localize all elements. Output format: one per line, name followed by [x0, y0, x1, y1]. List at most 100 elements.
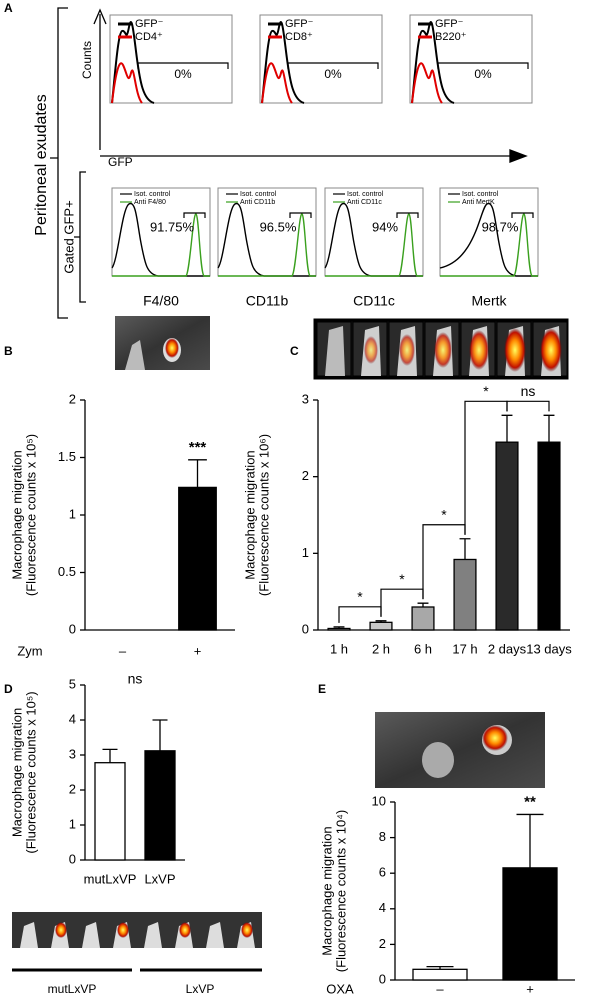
- signal: [504, 328, 526, 372]
- x-tick-label: 6 h: [414, 641, 432, 656]
- gate-label: 98.7%: [482, 219, 519, 234]
- legend-label: B220⁺: [435, 31, 467, 43]
- comparison-bracket: [506, 400, 550, 412]
- legend-label: CD4⁺: [135, 31, 163, 43]
- legend-label: Anti MertK: [462, 199, 495, 206]
- y-axis-label: (Fluorescence counts x 10⁴): [333, 810, 348, 972]
- significance-label: *: [399, 571, 405, 587]
- bar: [502, 867, 558, 981]
- gate: [511, 212, 534, 218]
- gate-label: 0%: [174, 67, 192, 81]
- axis-label: Counts: [80, 41, 94, 79]
- y-tick-label: 10: [372, 793, 386, 808]
- y-tick-label: 3: [302, 391, 309, 406]
- gate-label: 0%: [474, 67, 492, 81]
- gate: [287, 62, 379, 69]
- bar: [327, 627, 351, 631]
- y-tick-label: 0: [69, 621, 76, 636]
- error-bar: [375, 620, 387, 623]
- histogram-curve: [218, 213, 316, 277]
- paw: [206, 922, 224, 948]
- y-tick-label: 0: [302, 621, 309, 636]
- gate: [396, 212, 419, 218]
- mouse-image: [115, 316, 210, 370]
- y-tick-label: 2: [69, 781, 76, 796]
- signal: [540, 328, 562, 372]
- signal: [399, 334, 415, 366]
- histogram-frame: [109, 14, 233, 104]
- bar: [178, 486, 217, 631]
- paw: [144, 922, 162, 948]
- legend-label: Isot. control: [134, 191, 171, 198]
- histogram-curve: [111, 202, 210, 277]
- bar: [144, 750, 176, 861]
- x-tick-label: +: [194, 643, 202, 658]
- signal: [434, 332, 452, 368]
- histogram-curve: [439, 202, 538, 277]
- x-tick-label: 1 h: [330, 641, 348, 656]
- group-label: mutLxVP: [48, 982, 97, 996]
- bar: [369, 621, 393, 631]
- marker-label: Mertk: [472, 293, 508, 309]
- arrow-head: [509, 149, 528, 163]
- x-tick-label: +: [526, 981, 534, 996]
- marker-label: CD11b: [246, 293, 289, 309]
- error-bar: [152, 719, 168, 751]
- bar: [453, 558, 477, 631]
- y-axis-label: Macrophage migration: [242, 450, 257, 579]
- y-tick-label: 4: [69, 711, 76, 726]
- significance-label: **: [524, 793, 536, 810]
- legend-label: Isot. control: [240, 191, 277, 198]
- legend-label: Anti CD11b: [240, 199, 275, 206]
- legend-label: GFP⁻: [135, 18, 164, 30]
- y-tick-label: 5: [69, 676, 76, 691]
- error-bar: [417, 602, 429, 607]
- mouse-image: [375, 712, 545, 788]
- histogram-curve: [217, 202, 316, 277]
- paw: [82, 922, 100, 948]
- histogram-curve: [261, 21, 305, 104]
- x-tick-label: mutLxVP: [84, 871, 137, 886]
- counts-arrow: [93, 8, 107, 150]
- legend-label: Anti CD11c: [347, 199, 382, 206]
- panel-label: A: [4, 1, 13, 15]
- histogram-frame: [259, 14, 383, 104]
- error-bar: [426, 966, 454, 970]
- x-axis-label: Zym: [17, 643, 42, 658]
- panel-label: D: [4, 682, 13, 696]
- gate-label: 0%: [324, 67, 342, 81]
- signal: [179, 922, 191, 938]
- error-bar: [459, 538, 471, 560]
- gate-label: 94%: [372, 219, 398, 234]
- bar: [537, 441, 561, 631]
- gate: [289, 212, 312, 218]
- error-bar: [516, 813, 544, 868]
- gate-label: 96.5%: [260, 219, 297, 234]
- legend-label: CD8⁺: [285, 31, 313, 43]
- strip-frame: [12, 912, 262, 948]
- x-tick-label: 17 h: [452, 641, 477, 656]
- marker-label: CD11c: [353, 293, 395, 309]
- y-axis-label: Macrophage migration: [319, 826, 334, 955]
- legend-label: Isot. control: [462, 191, 499, 198]
- error-bar: [501, 414, 513, 443]
- y-axis-label: (Fluorescence counts x 10⁵): [23, 434, 38, 596]
- histogram-curve: [325, 213, 423, 277]
- gate: [437, 62, 529, 69]
- y-tick-label: 4: [379, 900, 386, 915]
- y-tick-label: 6: [379, 865, 386, 880]
- image-strip: [313, 318, 569, 380]
- x-tick-label: 13 days: [526, 641, 572, 656]
- y-tick-label: 0: [69, 851, 76, 866]
- y-tick-label: 8: [379, 829, 386, 844]
- y-axis-label: Macrophage migration: [9, 450, 24, 579]
- signal: [241, 922, 253, 938]
- x-tick-label: –: [119, 643, 127, 658]
- group-label: LxVP: [186, 982, 215, 996]
- y-tick-label: 1: [302, 545, 309, 560]
- bar: [412, 968, 468, 981]
- panel-label: E: [318, 682, 326, 696]
- histogram-curve: [111, 21, 155, 104]
- significance-label: *: [357, 589, 363, 605]
